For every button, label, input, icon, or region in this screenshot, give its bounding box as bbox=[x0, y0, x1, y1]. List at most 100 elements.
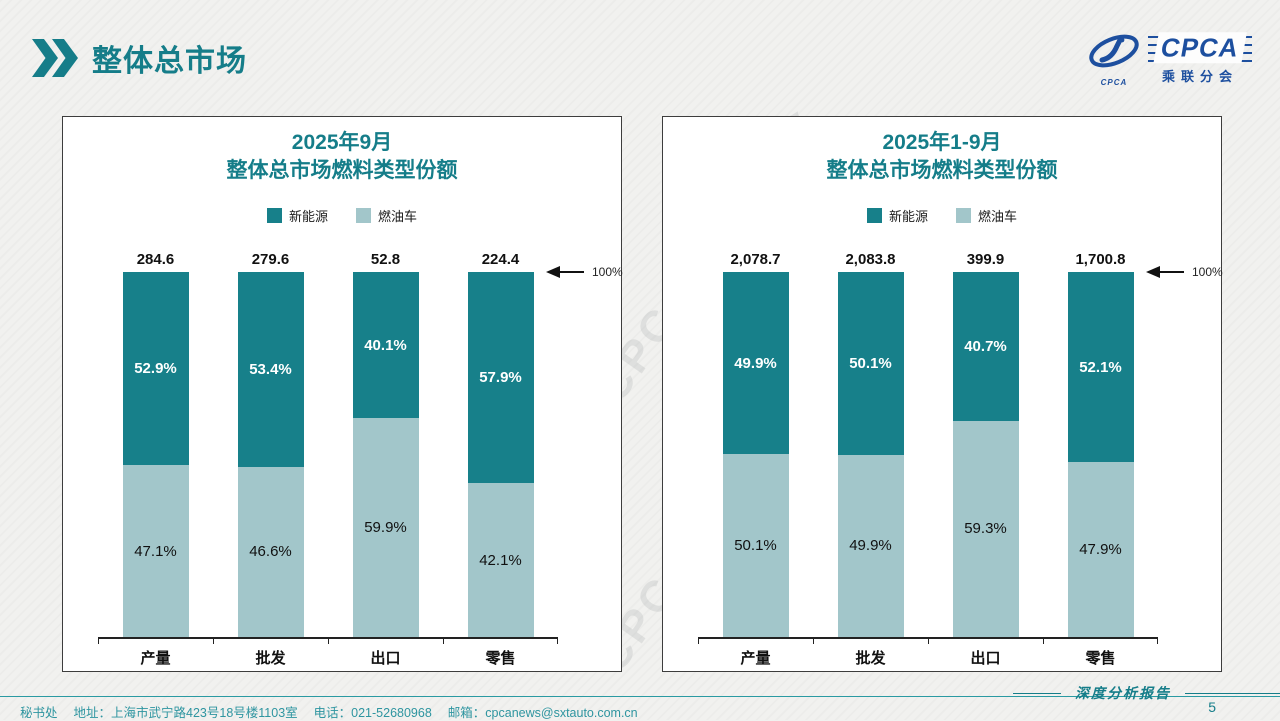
category-label: 出口 bbox=[970, 649, 1001, 667]
chart-legend: 新能源 燃油车 bbox=[663, 206, 1221, 225]
chart-plot-area: 100% 2,078.7 49.9% 50.1% 2,083.8 50.1% 49.9% 3… bbox=[698, 251, 1223, 668]
category-label: 零售 bbox=[485, 649, 516, 667]
bar-segment-nev: 52.1% bbox=[1067, 272, 1134, 463]
bar-segment-percent-label: 47.9% bbox=[1079, 541, 1122, 559]
bar-stack: 53.4% 46.6% bbox=[237, 272, 304, 637]
category-labels: 产量 批发 出口 零售 bbox=[98, 647, 558, 668]
bar-segment-nev: 52.9% bbox=[122, 272, 189, 466]
bar-segment-percent-label: 40.1% bbox=[364, 336, 407, 354]
bar-total-label: 1,700.8 bbox=[1075, 251, 1126, 268]
axis-tick bbox=[213, 638, 214, 644]
legend-item-nev: 新能源 bbox=[266, 206, 328, 225]
legend-swatch-nev bbox=[866, 207, 882, 223]
bar-total-label: 284.6 bbox=[136, 251, 175, 268]
page-number: 5 bbox=[1208, 699, 1216, 715]
footer-email: 邮箱：cpcanews@sxtauto.com.cn bbox=[447, 706, 638, 720]
bar-segment-percent-label: 52.9% bbox=[134, 360, 177, 378]
bar-stack: 57.9% 42.1% bbox=[467, 272, 534, 637]
axis-tick bbox=[443, 638, 444, 644]
bars-row: 100% 2,078.7 49.9% 50.1% 2,083.8 50.1% 49.9% 3… bbox=[698, 251, 1223, 637]
page-title: 整体总市场 bbox=[92, 45, 247, 78]
chart-legend: 新能源 燃油车 bbox=[63, 206, 621, 225]
category-labels: 产量 批发 出口 零售 bbox=[698, 647, 1158, 668]
bar-segment-percent-label: 53.4% bbox=[249, 360, 292, 378]
bar-segment-percent-label: 59.3% bbox=[964, 520, 1007, 538]
bar-column: 2,083.8 50.1% 49.9% bbox=[813, 251, 928, 637]
bar-segment-nev: 53.4% bbox=[237, 272, 304, 467]
page-header: 整体总市场 bbox=[32, 36, 247, 80]
bar-segment-percent-label: 52.1% bbox=[1079, 358, 1122, 376]
bar-segment-ice: 49.9% bbox=[837, 454, 904, 637]
legend-swatch-ice bbox=[956, 207, 971, 223]
axis-tick bbox=[1157, 638, 1158, 644]
bar-stack: 50.1% 49.9% bbox=[837, 272, 904, 637]
bar-segment-ice: 42.1% bbox=[467, 483, 534, 637]
category-label: 批发 bbox=[855, 649, 886, 667]
axis-tick bbox=[557, 638, 558, 644]
bar-segment-percent-label: 50.1% bbox=[849, 354, 892, 372]
footer-contact-info: 秘书处 地址：上海市武宁路423号18号楼1103室 电话：021-52680968… bbox=[20, 706, 638, 720]
x-axis bbox=[698, 636, 1158, 644]
bar-column: 52.8 40.1% 59.9% bbox=[328, 251, 443, 637]
bar-stack: 52.1% 47.9% bbox=[1067, 272, 1134, 637]
x-axis bbox=[98, 636, 558, 644]
bar-segment-ice: 46.6% bbox=[237, 466, 304, 637]
axis-tick bbox=[698, 638, 699, 644]
axis-tick bbox=[328, 638, 329, 644]
category-label: 出口 bbox=[370, 649, 401, 667]
bar-column: 399.9 40.7% 59.3% bbox=[928, 251, 1043, 637]
double-chevron-icon bbox=[32, 39, 78, 77]
footer-divider bbox=[0, 696, 1280, 697]
bar-segment-nev: 50.1% bbox=[837, 272, 904, 455]
bar-column: 279.6 53.4% 46.6% bbox=[213, 251, 328, 637]
legend-item-ice: 燃油车 bbox=[356, 206, 417, 225]
bars-row: 100% 284.6 52.9% 47.1% 279.6 53.4% 46.6% 52.8 4… bbox=[98, 251, 623, 637]
cpca-logo: CPCA CPCA 乘联分会 bbox=[1086, 32, 1252, 87]
chart-title-line1: 2025年1-9月 bbox=[882, 131, 1002, 154]
legend-swatch-nev bbox=[266, 207, 282, 223]
bar-column: 1,700.8 52.1% 47.9% bbox=[1043, 251, 1158, 637]
axis-tick bbox=[928, 638, 929, 644]
chart-panel-jan-sep: 2025年1-9月 整体总市场燃料类型份额 新能源 燃油车 100% 2,078… bbox=[662, 116, 1223, 672]
bar-segment-nev: 57.9% bbox=[467, 272, 534, 484]
legend-item-ice: 燃油车 bbox=[956, 206, 1017, 225]
category-label: 零售 bbox=[1085, 649, 1116, 667]
bar-stack: 40.7% 59.3% bbox=[952, 272, 1019, 637]
bar-column: 284.6 52.9% 47.1% bbox=[98, 251, 213, 637]
axis-tick bbox=[98, 638, 99, 644]
bar-column: 2,078.7 49.9% 50.1% bbox=[698, 251, 813, 637]
bar-segment-ice: 47.9% bbox=[1067, 462, 1134, 637]
category-label: 产量 bbox=[740, 649, 771, 667]
category-label: 产量 bbox=[140, 649, 171, 667]
hundred-percent-annotation: 100% bbox=[1146, 265, 1223, 279]
bar-segment-nev: 40.1% bbox=[352, 272, 419, 419]
legend-item-nev: 新能源 bbox=[866, 206, 928, 225]
bar-segment-percent-label: 59.9% bbox=[364, 519, 407, 537]
bar-segment-percent-label: 47.1% bbox=[134, 542, 177, 560]
bar-segment-ice: 50.1% bbox=[722, 454, 789, 637]
bar-total-label: 2,078.7 bbox=[730, 251, 781, 268]
category-label: 批发 bbox=[255, 649, 286, 667]
bar-total-label: 399.9 bbox=[966, 251, 1005, 268]
bar-segment-percent-label: 50.1% bbox=[734, 537, 777, 555]
bar-total-label: 279.6 bbox=[251, 251, 290, 268]
bar-column: 224.4 57.9% 42.1% bbox=[443, 251, 558, 637]
bar-total-label: 2,083.8 bbox=[845, 251, 896, 268]
bar-total-label: 52.8 bbox=[370, 251, 401, 268]
bar-segment-percent-label: 49.9% bbox=[734, 354, 777, 372]
chart-title-line2: 整体总市场燃料类型份额 bbox=[226, 159, 458, 182]
bar-segment-percent-label: 57.9% bbox=[479, 369, 522, 387]
bar-stack: 49.9% 50.1% bbox=[722, 272, 789, 637]
chart-plot-area: 100% 284.6 52.9% 47.1% 279.6 53.4% 46.6% 52.8 4… bbox=[98, 251, 623, 668]
chart-title-line1: 2025年9月 bbox=[291, 131, 393, 154]
bar-segment-nev: 40.7% bbox=[952, 272, 1019, 421]
bar-segment-percent-label: 42.1% bbox=[479, 551, 522, 569]
bar-segment-percent-label: 40.7% bbox=[964, 337, 1007, 355]
bar-segment-ice: 47.1% bbox=[122, 465, 189, 637]
cpca-emblem-icon: CPCA bbox=[1086, 34, 1142, 87]
axis-tick bbox=[813, 638, 814, 644]
bar-segment-ice: 59.9% bbox=[352, 418, 419, 637]
cpca-wordmark: CPCA bbox=[1148, 32, 1252, 64]
bar-segment-ice: 59.3% bbox=[952, 420, 1019, 637]
legend-swatch-ice bbox=[356, 207, 371, 223]
